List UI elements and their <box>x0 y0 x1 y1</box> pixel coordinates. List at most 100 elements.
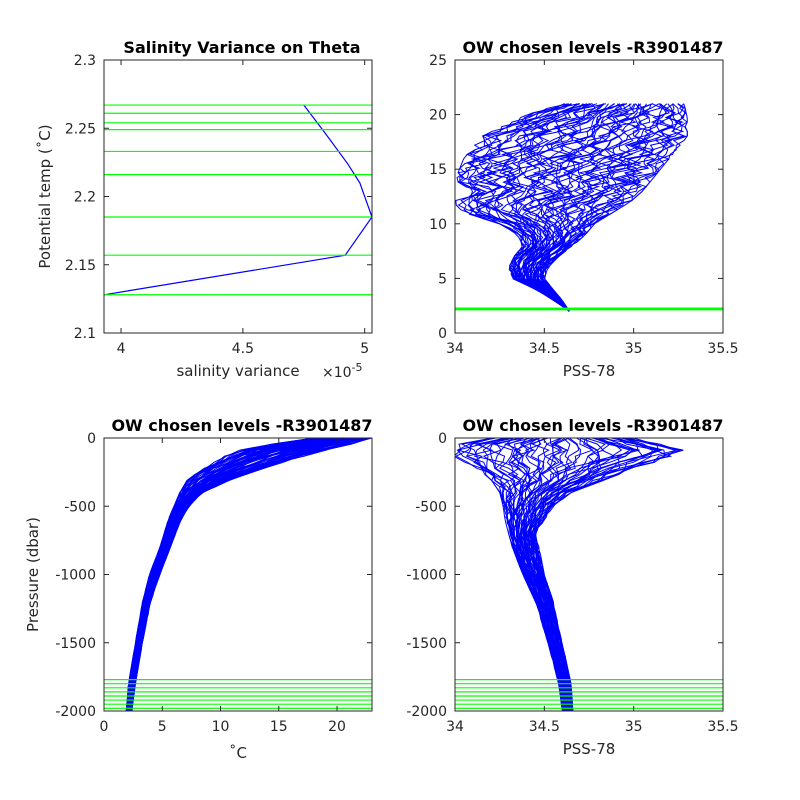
x-tick-label: 35 <box>625 719 643 735</box>
profile-line <box>465 438 564 711</box>
profile-line <box>482 103 590 312</box>
x-axis-label: salinity variance <box>176 362 299 380</box>
profile-line <box>533 103 653 312</box>
plot-area <box>455 103 723 312</box>
y-tick-label: 2.15 <box>65 258 96 274</box>
profile-line <box>130 438 360 711</box>
profile-line <box>129 438 349 711</box>
y-tick-label: 15 <box>429 162 447 178</box>
profile-line <box>130 438 359 711</box>
profile-line <box>129 438 351 711</box>
x-tick-label: 0 <box>100 719 109 735</box>
profile-line <box>536 103 662 312</box>
profile-line <box>488 438 565 711</box>
profile-line <box>131 438 368 711</box>
chart-panel-3: 0 5 10 15 20 -2000 -1500 -1000 -500 0 OW chosen le… <box>24 416 373 762</box>
y-axis-label: Potential temp (˚C) <box>36 124 54 268</box>
axes-box <box>103 59 373 334</box>
profile-line <box>512 103 605 312</box>
plot-area <box>104 104 372 296</box>
profile-line <box>529 438 664 711</box>
y-tick-label: -2000 <box>406 704 447 720</box>
x-axis-label: PSS-78 <box>563 740 616 758</box>
chart-title: Salinity Variance on Theta <box>123 38 360 57</box>
y-tick-label: 20 <box>429 108 447 124</box>
y-tick-label: 0 <box>438 431 447 447</box>
y-tick-label: -500 <box>415 499 447 515</box>
profile-line <box>494 103 598 312</box>
y-tick-label: -1500 <box>55 636 96 652</box>
profile-line <box>131 438 371 711</box>
y-tick-label: 0 <box>438 326 447 342</box>
x-tick-label: 35 <box>625 341 643 357</box>
profile-line <box>525 103 623 312</box>
profile-line <box>457 103 572 312</box>
chart-title: OW chosen levels -R3901487 <box>111 416 372 435</box>
series-line-1 <box>104 104 372 296</box>
profile-line <box>130 438 358 711</box>
chart-panel-1: 4 4.5 5 2.1 2.15 2.2 2.25 2.3 Salinity Variance … <box>36 38 373 381</box>
profile-line <box>129 438 350 711</box>
profile-line <box>130 438 361 711</box>
x-tick-label: 4 <box>117 341 126 357</box>
chart-panel-2: 34 34.5 35 35.5 0 5 10 15 20 25 OW chosen levels -… <box>429 38 738 380</box>
profile-line <box>530 103 632 312</box>
profile-line <box>129 438 351 711</box>
x-tick-label: 34.5 <box>529 341 560 357</box>
profile-line <box>128 438 351 711</box>
y-tick-label: 5 <box>438 271 447 287</box>
profile-line <box>540 103 683 312</box>
y-tick-label: -1000 <box>55 568 96 584</box>
profile-line <box>478 103 584 312</box>
x-axis-label: PSS-78 <box>563 362 616 380</box>
profile-line <box>129 438 351 711</box>
y-tick-label: 2.3 <box>74 53 96 69</box>
profile-line <box>532 103 646 312</box>
x-axis-exponent: ×10-5 <box>322 361 363 381</box>
y-tick-label: -2000 <box>55 704 96 720</box>
profile-line <box>130 438 363 711</box>
profile-line <box>536 103 670 312</box>
x-tick-label: 34 <box>446 341 464 357</box>
profile-line <box>535 103 654 312</box>
y-tick-label: 2.25 <box>65 121 96 137</box>
profile-line <box>541 103 685 312</box>
profile-line <box>128 438 348 711</box>
profile-line <box>528 103 632 312</box>
profile-line <box>129 438 360 711</box>
x-tick-label: 20 <box>328 719 346 735</box>
profile-line <box>457 103 570 312</box>
profile-line <box>130 438 364 711</box>
x-tick-label: 5 <box>360 341 369 357</box>
y-tick-label: -500 <box>64 499 96 515</box>
profile-line <box>529 103 640 312</box>
profile-line <box>527 438 617 711</box>
profile-line <box>544 103 688 312</box>
y-tick-label: -1500 <box>406 636 447 652</box>
profile-line <box>130 438 364 711</box>
axes-box <box>454 59 724 334</box>
profile-line <box>511 103 604 312</box>
x-tick-label: 34 <box>446 719 464 735</box>
profile-line <box>128 438 347 711</box>
profile-line <box>131 438 367 711</box>
profile-line <box>533 438 682 711</box>
profile-line <box>128 438 342 711</box>
y-tick-label: 25 <box>429 53 447 69</box>
x-tick-label: 4.5 <box>232 341 254 357</box>
profile-line <box>542 103 688 312</box>
x-axis-label: ˚C <box>229 744 247 762</box>
x-axis-exponent-power: -5 <box>352 361 363 374</box>
axes-box <box>103 437 373 712</box>
chart-panel-4: 34 34.5 35 35.5 -2000 -1500 -1000 -500 0 OW chose… <box>406 416 738 758</box>
profile-line <box>530 103 636 312</box>
y-tick-label: 10 <box>429 217 447 233</box>
profile-line <box>459 103 570 312</box>
profile-line <box>129 438 354 711</box>
x-tick-label: 34.5 <box>529 719 560 735</box>
profile-line <box>129 438 348 711</box>
profile-line <box>130 438 367 711</box>
profile-line <box>128 438 345 711</box>
y-axis-label: Pressure (dbar) <box>24 517 42 632</box>
